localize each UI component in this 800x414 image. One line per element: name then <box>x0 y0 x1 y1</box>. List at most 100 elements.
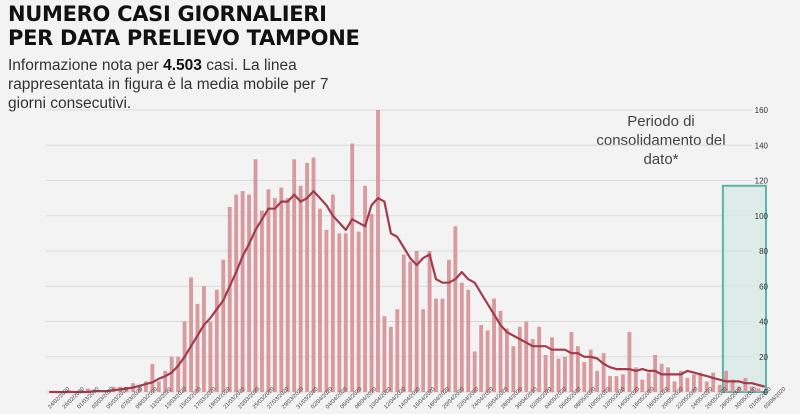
y-tick-label: 60 <box>759 282 768 291</box>
bar-series <box>66 110 761 392</box>
subtitle-case-count: 4.503 <box>163 57 202 74</box>
bar <box>427 251 432 392</box>
bar <box>537 326 542 392</box>
bar <box>318 208 322 392</box>
bar <box>343 233 348 392</box>
bar <box>659 363 664 392</box>
moving-average-series <box>49 190 766 394</box>
bar <box>595 370 600 392</box>
bar <box>382 316 387 392</box>
bar <box>176 356 181 392</box>
bar <box>588 349 593 392</box>
bar <box>492 298 496 392</box>
bar <box>504 328 509 392</box>
subtitle-prefix: Informazione nota per <box>8 57 159 74</box>
moving-average-line <box>49 190 766 394</box>
bar <box>214 289 219 392</box>
bar <box>453 226 458 392</box>
bar <box>511 346 516 392</box>
bar <box>85 388 90 392</box>
y-tick-label: 120 <box>755 177 769 186</box>
consolidation-period-box <box>721 184 767 393</box>
bar <box>530 339 535 392</box>
y-tick-label: 100 <box>755 212 769 221</box>
bar <box>627 332 632 392</box>
bar <box>440 298 445 392</box>
bar <box>434 298 438 392</box>
bar <box>272 198 277 392</box>
bar <box>330 194 335 392</box>
bar <box>608 376 612 392</box>
subtitle-suffix: casi. La linea rappresentata in figura è… <box>8 57 329 112</box>
bar <box>266 189 271 392</box>
bar <box>563 356 567 392</box>
bar <box>524 321 529 392</box>
bar <box>395 309 400 392</box>
bar <box>698 372 703 392</box>
y-tick-label: 20 <box>759 353 768 362</box>
bar <box>575 346 580 392</box>
bar <box>749 386 754 392</box>
bar <box>672 381 677 392</box>
bar <box>743 377 748 392</box>
bar <box>485 330 490 392</box>
bar <box>189 277 193 392</box>
bar <box>195 303 200 392</box>
bar <box>285 198 290 392</box>
bar <box>408 261 413 392</box>
bar <box>356 231 361 392</box>
bar <box>156 381 161 392</box>
y-tick-label: 160 <box>755 106 769 115</box>
bar <box>711 372 716 392</box>
bar <box>498 310 503 392</box>
bar <box>459 282 464 392</box>
bar <box>640 379 645 392</box>
bar <box>376 110 380 392</box>
bar <box>169 356 174 392</box>
bar <box>234 194 239 392</box>
bar <box>208 321 213 392</box>
bar <box>163 370 168 392</box>
bar <box>666 367 671 392</box>
bar <box>556 358 561 392</box>
bar <box>292 159 297 392</box>
bar <box>414 251 419 392</box>
bar <box>221 259 226 392</box>
consolidation-box <box>721 184 767 393</box>
bar <box>691 374 696 392</box>
bar <box>621 374 625 392</box>
bar <box>543 354 548 392</box>
chart-subtitle: Informazione nota per 4.503 casi. La lin… <box>8 56 338 113</box>
bar <box>679 370 683 392</box>
bar <box>143 381 148 392</box>
bar <box>369 213 374 392</box>
bar <box>260 210 264 392</box>
bar <box>202 286 206 392</box>
bar <box>247 194 251 392</box>
bar <box>704 381 709 392</box>
bar <box>253 159 258 392</box>
bar <box>737 386 741 392</box>
bar <box>569 332 574 392</box>
y-tick-label: 140 <box>755 141 769 150</box>
bar <box>240 191 245 392</box>
bar <box>298 185 303 392</box>
y-axis-ticks: 0 20 40 60 80 100 120 140 160 <box>755 106 769 397</box>
bar <box>388 326 393 392</box>
bar <box>363 185 368 392</box>
bar <box>601 353 606 392</box>
bar <box>685 377 690 392</box>
bar <box>653 354 658 392</box>
bar <box>401 254 406 392</box>
bar <box>582 362 587 392</box>
bar <box>479 325 484 392</box>
y-tick-label: 0 <box>764 388 769 397</box>
bar <box>324 229 329 392</box>
bar <box>472 351 477 392</box>
x-axis-ticks: 24/02/202026/02/202001/03/202003/03/2020… <box>47 386 787 410</box>
bar <box>633 367 638 392</box>
bar <box>311 157 316 392</box>
chart-title-line2: PER DATA PRELIEVO TAMPONE <box>8 26 360 50</box>
bar <box>646 372 651 392</box>
